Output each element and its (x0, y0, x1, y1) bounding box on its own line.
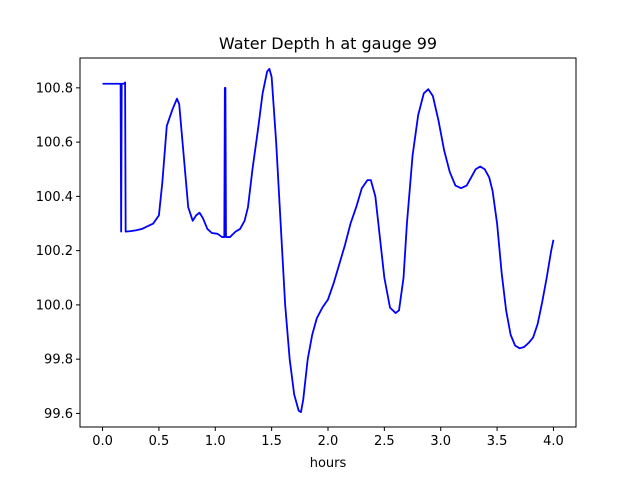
plot-area (102, 67, 555, 413)
x-tick-label-0: 0.0 (92, 434, 113, 449)
x-tick-label-7: 3.5 (487, 434, 508, 449)
x-tick-label-2: 1.0 (205, 434, 226, 449)
x-tick-label-5: 2.5 (374, 434, 395, 449)
x-axis-label: hours (310, 456, 347, 471)
y-axis: 99.6 99.8 100.0 100.2 100.4 100.6 100.8 (36, 81, 80, 422)
y-tick-label-6: 100.8 (36, 81, 73, 96)
y-tick-label-4: 100.4 (36, 190, 73, 205)
y-tick-label-5: 100.6 (36, 136, 73, 151)
axes-frame (79, 57, 577, 428)
y-tick-label-3: 100.2 (36, 244, 73, 259)
x-axis: 0.0 0.5 1.0 1.5 2.0 2.5 3.0 3.5 4.0 (92, 427, 564, 449)
x-tick-label-4: 2.0 (318, 434, 339, 449)
x-tick-label-8: 4.0 (543, 434, 564, 449)
y-tick-label-1: 99.8 (44, 353, 73, 368)
series-line-0 (102, 67, 555, 413)
x-tick-label-1: 0.5 (149, 434, 170, 449)
x-tick-label-3: 1.5 (261, 434, 282, 449)
y-tick-label-2: 100.0 (36, 298, 73, 313)
y-tick-label-0: 99.6 (44, 407, 73, 422)
x-tick-label-6: 3.0 (430, 434, 451, 449)
chart-title: Water Depth h at gauge 99 (219, 34, 437, 53)
